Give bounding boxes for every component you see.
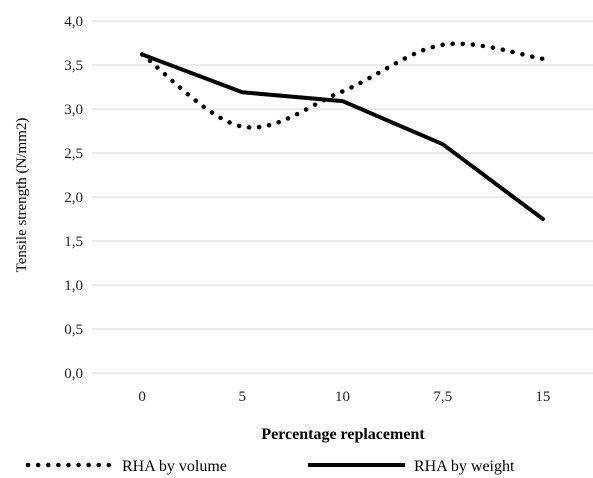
x-tick-label: 10 <box>335 389 350 405</box>
legend-label: RHA by weight <box>414 458 515 475</box>
x-tick-label: 15 <box>535 389 550 405</box>
x-tick-label: 0 <box>138 389 146 405</box>
y-tick-label: 2,5 <box>64 146 83 162</box>
y-tick-label: 2,0 <box>64 190 83 206</box>
y-tick-label: 0,5 <box>64 322 83 338</box>
x-axis-title: Percentage replacement <box>261 426 425 443</box>
y-tick-label: 1,5 <box>64 234 83 250</box>
y-tick-label: 0,0 <box>64 366 83 382</box>
x-tick-label: 5 <box>239 389 247 405</box>
series-line-rha-by-volume <box>139 41 546 130</box>
series-lines <box>139 41 546 221</box>
x-tick-label: 7,5 <box>433 389 452 405</box>
legend-label: RHA by volume <box>122 458 227 475</box>
x-axis-ticks: 0 5 10 7,5 15 <box>138 389 550 405</box>
y-tick-label: 3,0 <box>64 102 83 118</box>
y-axis-ticks: 0,0 0,5 1,0 1,5 2,0 2,5 3,0 3,5 4,0 <box>64 14 83 382</box>
legend-item: RHA by weight <box>308 458 515 475</box>
series-line-rha-by-weight <box>140 52 545 221</box>
y-axis-title: Tensile strength (N/mm2) <box>14 118 30 273</box>
gridlines <box>92 20 593 374</box>
y-tick-label: 1,0 <box>64 278 83 294</box>
legend-item: RHA by volume <box>25 458 227 475</box>
y-tick-label: 4,0 <box>64 14 83 30</box>
legend: RHA by volume RHA by weight <box>25 458 515 475</box>
y-tick-label: 3,5 <box>64 58 83 74</box>
